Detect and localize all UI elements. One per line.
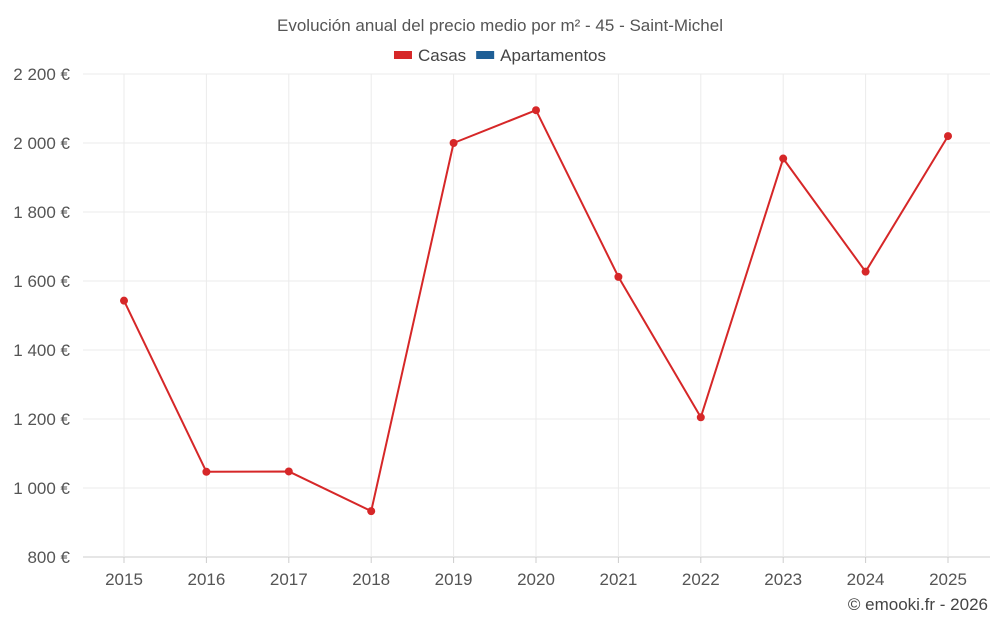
x-tick-label: 2022: [682, 570, 720, 589]
data-point[interactable]: [284, 467, 293, 476]
grid-layer: [83, 73, 990, 558]
y-tick-label: 1 800 €: [13, 203, 70, 222]
y-tick-label: 2 200 €: [13, 65, 70, 84]
y-tick-label: 1 000 €: [13, 479, 70, 498]
data-point[interactable]: [944, 132, 952, 141]
data-point[interactable]: [120, 296, 128, 305]
x-tick-label: 2016: [187, 570, 225, 589]
data-point[interactable]: [367, 507, 376, 516]
legend-swatch[interactable]: [476, 51, 495, 59]
series-layer: [120, 106, 952, 516]
axis-layer: 800 € 1 000 € 1 200 € 1 400 € 1 600 € 1 800 €…: [13, 65, 967, 589]
data-point[interactable]: [861, 267, 870, 276]
x-tick-label: 2024: [847, 570, 885, 589]
data-point[interactable]: [614, 272, 623, 281]
data-point[interactable]: [532, 106, 540, 115]
data-point[interactable]: [202, 467, 211, 476]
data-point[interactable]: [696, 413, 705, 422]
data-point[interactable]: [449, 139, 458, 147]
y-tick-label: 2 000 €: [13, 134, 70, 153]
x-tick-label: 2018: [352, 570, 390, 589]
x-tick-label: 2020: [517, 570, 555, 589]
y-tick-label: 1 400 €: [13, 341, 70, 360]
x-tick-label: 2023: [764, 570, 802, 589]
x-tick-label: 2019: [435, 570, 473, 589]
chart-title: Evolución anual del precio medio por m² …: [277, 16, 723, 35]
data-point[interactable]: [779, 154, 788, 163]
y-tick-label: 1 600 €: [13, 272, 70, 291]
x-tick-label: 2025: [929, 570, 967, 589]
x-tick-label: 2021: [599, 570, 637, 589]
x-tick-label: 2015: [105, 570, 143, 589]
y-tick-label: 800 €: [27, 548, 70, 567]
legend-swatch[interactable]: [393, 51, 412, 59]
legend-label: Apartamentos: [500, 46, 606, 65]
chart-credit: © emooki.fr - 2026: [848, 595, 988, 614]
y-tick-label: 1 200 €: [13, 410, 70, 429]
x-tick-label: 2017: [270, 570, 308, 589]
legend-label: Casas: [418, 46, 466, 65]
chart-legend: Casas Apartamentos: [393, 46, 606, 65]
